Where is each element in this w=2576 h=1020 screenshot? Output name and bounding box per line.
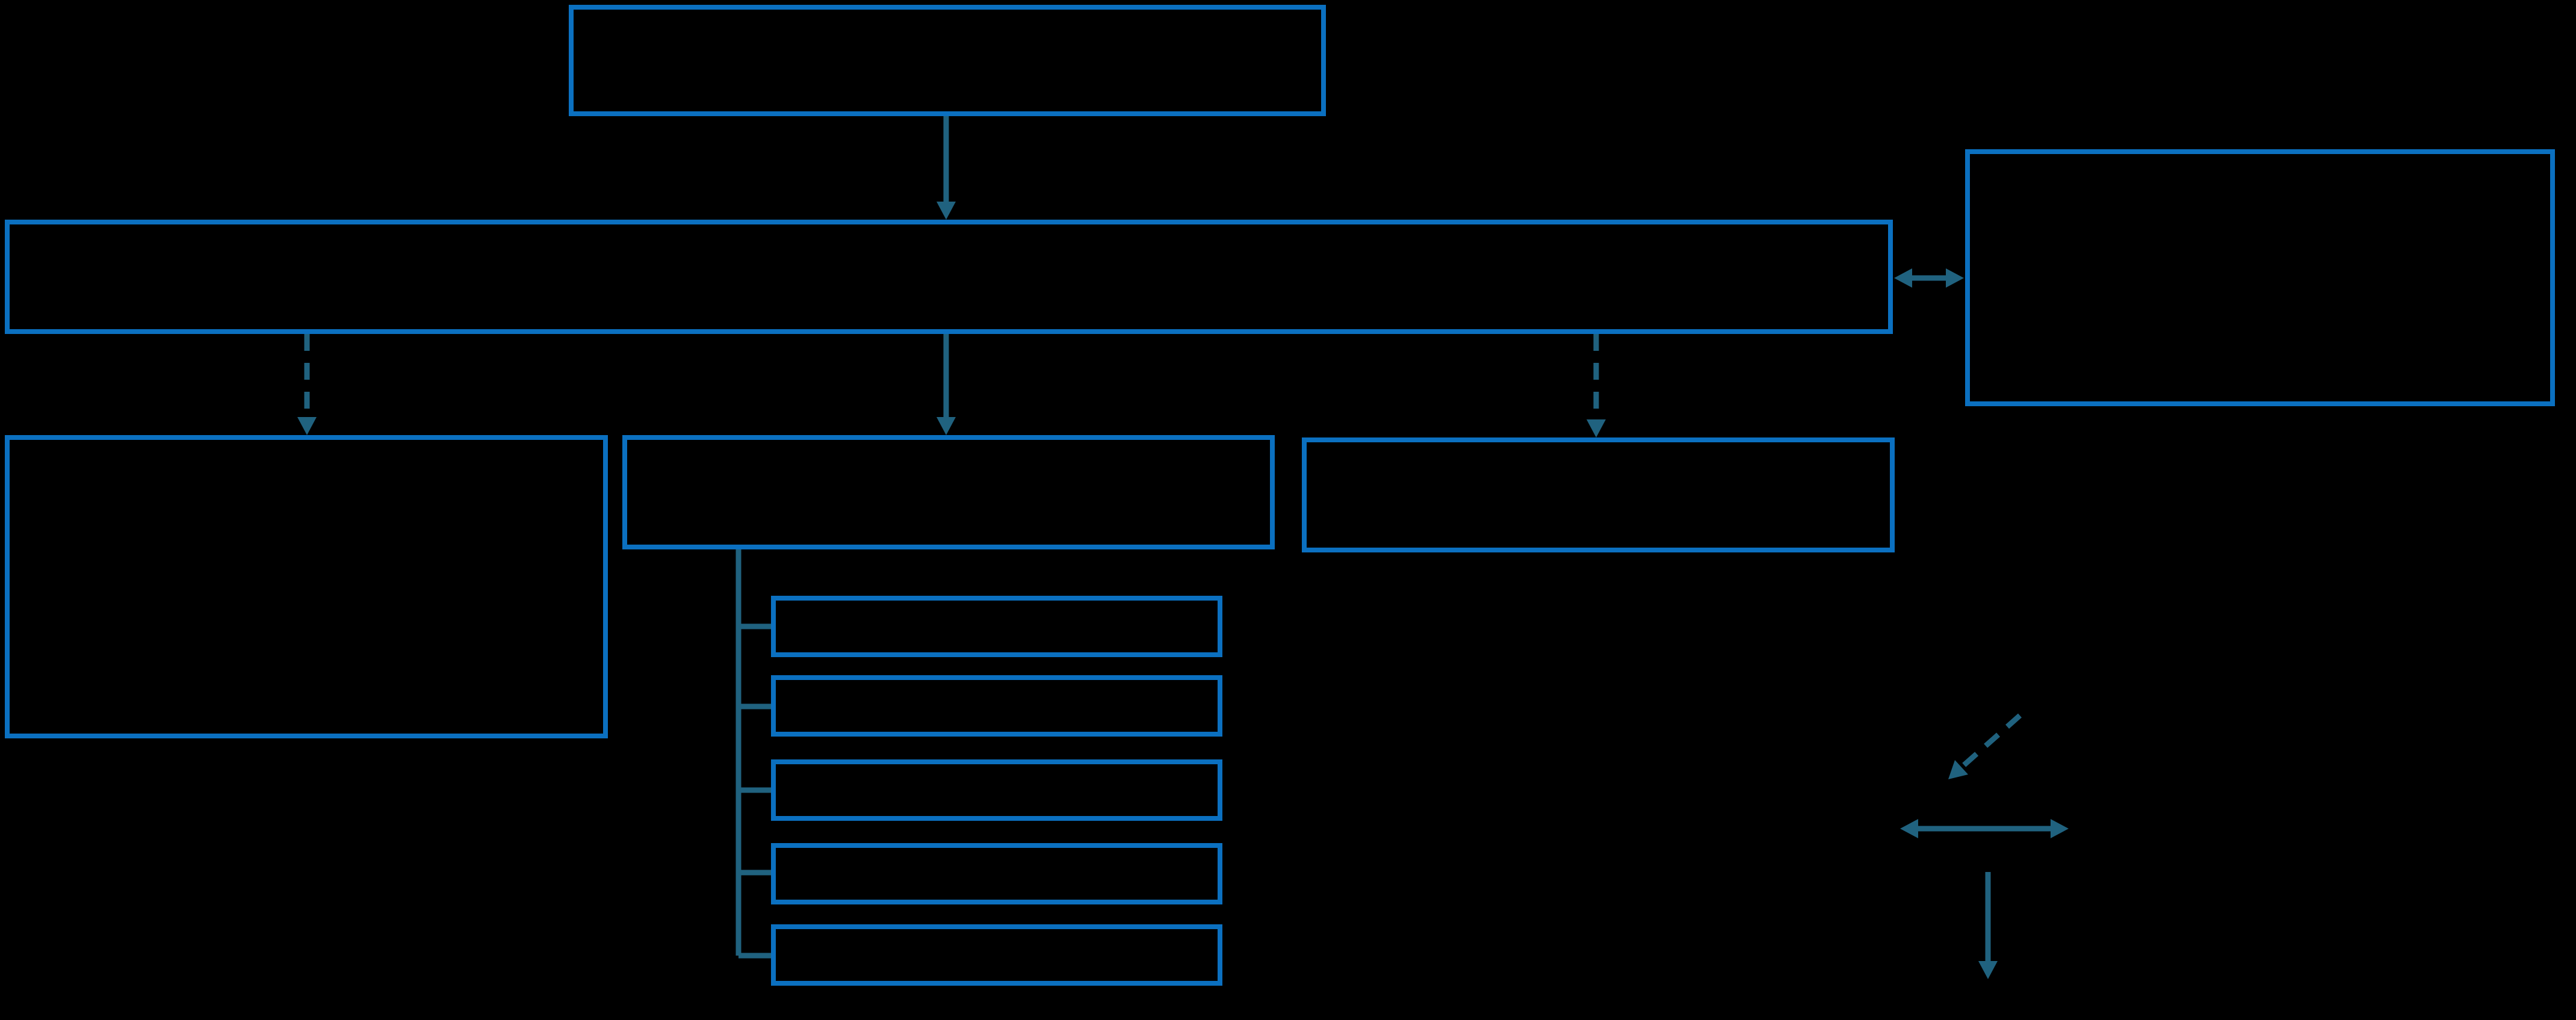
sub-box-3 xyxy=(771,759,1222,821)
middle-right-box xyxy=(1302,437,1895,552)
legend-double-arrow-icon xyxy=(1900,819,2069,838)
sub-box-4 xyxy=(771,843,1222,904)
legend xyxy=(1900,713,2069,979)
dashed-arrow-main-to-left-icon xyxy=(297,334,317,435)
right-side-box xyxy=(1965,149,2555,406)
sub-box-5 xyxy=(771,924,1222,986)
sub-box-2 xyxy=(771,675,1222,737)
main-horizontal-box xyxy=(5,220,1893,334)
left-box xyxy=(5,435,608,738)
top-box xyxy=(569,5,1326,116)
double-arrow-main-to-right-side-icon xyxy=(1894,268,1964,288)
center-box xyxy=(622,435,1275,549)
legend-dashed-arrow-icon xyxy=(1948,713,2022,779)
dashed-arrow-main-to-middle-right-icon xyxy=(1587,334,1606,437)
legend-solid-arrow-icon xyxy=(1978,872,1998,979)
arrow-main-to-center-icon xyxy=(937,334,956,435)
arrow-top-to-main-icon xyxy=(937,116,956,220)
sub-box-1 xyxy=(771,596,1222,657)
tree-connector xyxy=(735,549,771,959)
